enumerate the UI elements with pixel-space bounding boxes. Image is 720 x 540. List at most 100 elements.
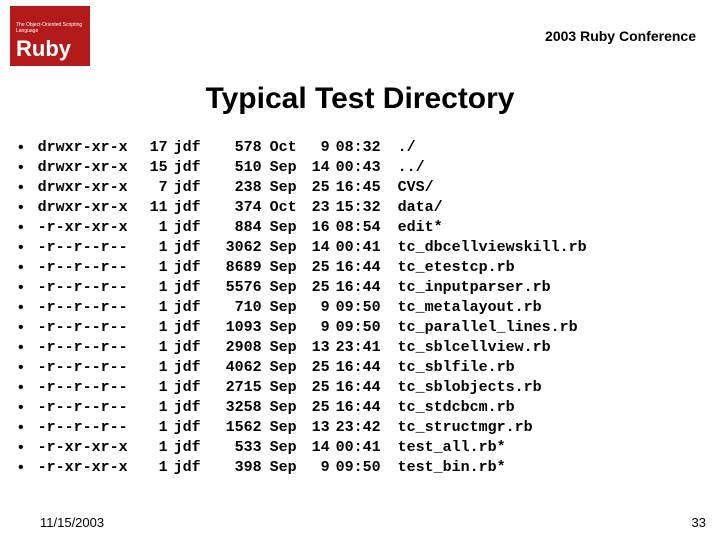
col-filename: tc_sblcellview.rb: [390, 338, 551, 358]
list-item: -r--r--r--1jdf3062Sep1400:41tc_dbcellvie…: [38, 238, 587, 258]
col-permissions: -r-xr-xr-x: [38, 218, 138, 238]
logo-name: Ruby: [16, 38, 84, 60]
col-owner: jdf: [168, 278, 212, 298]
col-filename: tc_sblobjects.rb: [390, 378, 542, 398]
col-time: 23:42: [330, 418, 390, 438]
list-bullet: •: [18, 398, 24, 418]
col-owner: jdf: [168, 358, 212, 378]
col-permissions: -r--r--r--: [38, 298, 138, 318]
col-month: Sep: [262, 378, 304, 398]
col-links: 1: [138, 358, 168, 378]
col-links: 1: [138, 278, 168, 298]
col-filename: tc_structmgr.rb: [390, 418, 533, 438]
list-item: -r--r--r--1jdf1562Sep1323:42tc_structmgr…: [38, 418, 587, 438]
col-size: 3062: [212, 238, 262, 258]
col-permissions: drwxr-xr-x: [38, 198, 138, 218]
col-month: Sep: [262, 218, 304, 238]
conference-label: 2003 Ruby Conference: [545, 28, 696, 44]
col-permissions: drwxr-xr-x: [38, 138, 138, 158]
col-month: Sep: [262, 158, 304, 178]
col-permissions: -r--r--r--: [38, 398, 138, 418]
list-item: -r--r--r--1jdf5576Sep2516:44tc_inputpars…: [38, 278, 587, 298]
col-permissions: -r--r--r--: [38, 358, 138, 378]
col-time: 23:41: [330, 338, 390, 358]
col-month: Sep: [262, 298, 304, 318]
list-bullet: •: [18, 318, 24, 338]
col-time: 08:54: [330, 218, 390, 238]
col-links: 7: [138, 178, 168, 198]
list-item: -r-xr-xr-x1jdf398Sep909:50test_bin.rb*: [38, 458, 587, 478]
col-size: 578: [212, 138, 262, 158]
directory-listing: ••••••••••••••••• drwxr-xr-x17jdf578Oct9…: [18, 138, 587, 478]
logo-tagline: The Object-Oriented Scripting Language: [16, 23, 84, 34]
list-bullet: •: [18, 138, 24, 158]
col-month: Sep: [262, 238, 304, 258]
col-links: 1: [138, 438, 168, 458]
col-month: Oct: [262, 198, 304, 218]
col-time: 00:43: [330, 158, 390, 178]
col-links: 11: [138, 198, 168, 218]
col-filename: tc_sblfile.rb: [390, 358, 515, 378]
col-links: 1: [138, 418, 168, 438]
col-day: 13: [304, 338, 330, 358]
list-bullet: •: [18, 198, 24, 218]
ruby-logo: The Object-Oriented Scripting Language R…: [10, 6, 90, 66]
col-size: 510: [212, 158, 262, 178]
col-links: 1: [138, 458, 168, 478]
col-links: 1: [138, 378, 168, 398]
list-bullet: •: [18, 418, 24, 438]
col-filename: tc_parallel_lines.rb: [390, 318, 578, 338]
col-day: 25: [304, 258, 330, 278]
col-month: Sep: [262, 358, 304, 378]
col-links: 15: [138, 158, 168, 178]
list-item: -r-xr-xr-x1jdf884Sep1608:54edit*: [38, 218, 587, 238]
col-filename: CVS/: [390, 178, 434, 198]
col-owner: jdf: [168, 338, 212, 358]
col-month: Sep: [262, 458, 304, 478]
list-bullet: •: [18, 278, 24, 298]
list-item: -r--r--r--1jdf1093Sep909:50tc_parallel_l…: [38, 318, 587, 338]
col-month: Oct: [262, 138, 304, 158]
col-day: 9: [304, 458, 330, 478]
col-owner: jdf: [168, 398, 212, 418]
list-bullet: •: [18, 338, 24, 358]
col-day: 14: [304, 438, 330, 458]
col-links: 1: [138, 218, 168, 238]
col-time: 09:50: [330, 458, 390, 478]
list-bullet: •: [18, 378, 24, 398]
col-owner: jdf: [168, 378, 212, 398]
col-size: 884: [212, 218, 262, 238]
list-bullet: •: [18, 358, 24, 378]
col-month: Sep: [262, 398, 304, 418]
list-item: -r-xr-xr-x1jdf533Sep1400:41test_all.rb*: [38, 438, 587, 458]
col-filename: test_all.rb*: [390, 438, 506, 458]
col-filename: edit*: [390, 218, 443, 238]
list-bullet: •: [18, 178, 24, 198]
col-month: Sep: [262, 258, 304, 278]
list-item: drwxr-xr-x7jdf238Sep2516:45CVS/: [38, 178, 587, 198]
col-owner: jdf: [168, 318, 212, 338]
col-links: 1: [138, 398, 168, 418]
col-size: 1093: [212, 318, 262, 338]
footer-page: 33: [692, 515, 706, 530]
col-size: 2715: [212, 378, 262, 398]
col-links: 17: [138, 138, 168, 158]
list-bullet: •: [18, 218, 24, 238]
col-time: 15:32: [330, 198, 390, 218]
col-month: Sep: [262, 418, 304, 438]
page-title: Typical Test Directory: [0, 82, 720, 116]
col-size: 374: [212, 198, 262, 218]
col-filename: ./: [390, 138, 416, 158]
col-size: 3258: [212, 398, 262, 418]
col-size: 533: [212, 438, 262, 458]
list-bullet: •: [18, 158, 24, 178]
col-owner: jdf: [168, 238, 212, 258]
col-owner: jdf: [168, 438, 212, 458]
col-owner: jdf: [168, 158, 212, 178]
col-day: 25: [304, 278, 330, 298]
col-size: 4062: [212, 358, 262, 378]
col-owner: jdf: [168, 198, 212, 218]
col-day: 25: [304, 358, 330, 378]
list-bullet: •: [18, 298, 24, 318]
list-bullet: •: [18, 458, 24, 478]
